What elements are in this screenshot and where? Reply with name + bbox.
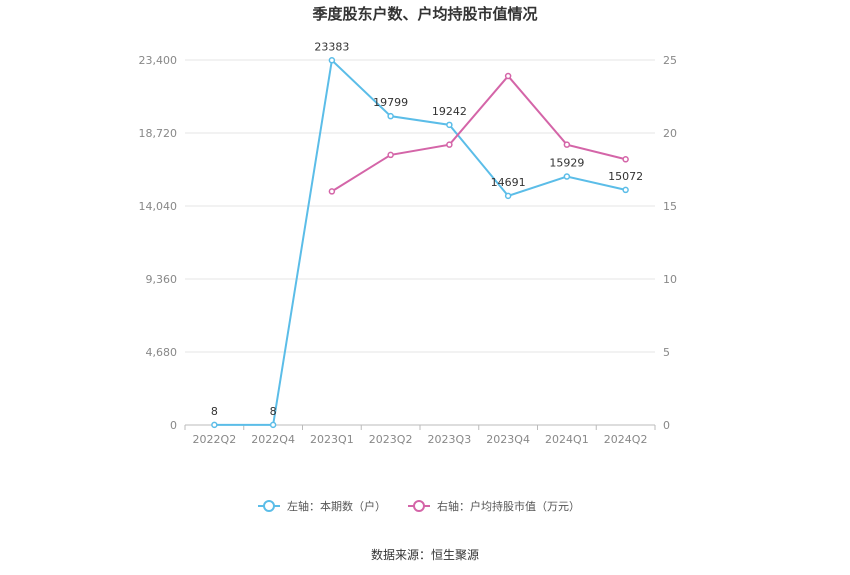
legend: 左轴：本期数（户） 右轴：户均持股市值（万元） <box>258 499 580 513</box>
legend-marker-left-series <box>263 500 275 512</box>
x-tick-label: 2024Q2 <box>604 433 648 446</box>
data-point-left[interactable] <box>563 173 571 180</box>
y-left-tick-label: 4,680 <box>146 346 178 359</box>
y-left-tick-label: 9,360 <box>146 273 178 286</box>
data-point-left[interactable] <box>622 186 629 194</box>
data-point-right[interactable] <box>504 72 512 80</box>
axes: 0 4,680 9,360 14,040 18,720 23,400 0 5 10 15 20 25 2… <box>139 54 678 446</box>
data-label: 8 <box>270 405 277 418</box>
grid-lines <box>185 59 655 353</box>
y-right-tick-label: 0 <box>663 419 670 432</box>
data-point-right[interactable] <box>563 141 571 148</box>
data-label: 19242 <box>432 105 467 118</box>
source-note: 数据来源：恒生聚源 <box>371 547 479 562</box>
data-point-right[interactable] <box>387 151 394 159</box>
data-point-right[interactable] <box>622 156 629 163</box>
data-label: 8 <box>211 405 218 418</box>
x-tick-label: 2023Q4 <box>486 433 530 446</box>
data-labels: 8 8 23383 19799 19242 14691 15929 15072 <box>211 40 643 418</box>
x-tick-label: 2023Q1 <box>310 433 354 446</box>
y-right-tick-label: 5 <box>663 346 670 359</box>
series-lines <box>211 57 629 429</box>
y-left-tick-label: 14,040 <box>139 200 178 213</box>
y-left-tick-label: 23,400 <box>139 54 178 67</box>
series-line-right <box>331 74 626 193</box>
x-tick-label: 2023Q2 <box>369 433 413 446</box>
y-left-tick-label: 18,720 <box>139 127 178 140</box>
data-point-left[interactable] <box>446 121 453 129</box>
data-point-left[interactable] <box>387 112 394 120</box>
data-point-left[interactable] <box>328 57 336 64</box>
data-label: 14691 <box>491 176 526 189</box>
x-tick-label: 2024Q1 <box>545 433 589 446</box>
legend-item-right-series[interactable]: 右轴：户均持股市值（万元） <box>408 499 580 513</box>
data-point-right[interactable] <box>446 141 453 148</box>
y-right-tick-label: 15 <box>663 200 677 213</box>
legend-label-left-series: 左轴：本期数（户） <box>287 499 386 513</box>
data-point-left[interactable] <box>504 192 512 200</box>
y-right-tick-label: 25 <box>663 54 677 67</box>
y-right-tick-label: 20 <box>663 127 677 140</box>
y-left-tick-label: 0 <box>170 419 177 432</box>
data-label: 19799 <box>373 96 408 109</box>
x-tick-label: 2022Q2 <box>193 433 237 446</box>
data-point-left[interactable] <box>269 421 277 429</box>
legend-marker-right-series <box>413 500 425 512</box>
chart-title: 季度股东户数、户均持股市值情况 <box>312 5 537 23</box>
data-point-right[interactable] <box>328 188 336 195</box>
data-label: 15072 <box>608 170 643 183</box>
data-label: 23383 <box>314 40 349 53</box>
series-line-left <box>214 58 626 426</box>
y-right-tick-label: 10 <box>663 273 677 286</box>
legend-label-right-series: 右轴：户均持股市值（万元） <box>437 499 580 513</box>
data-point-left[interactable] <box>211 421 218 429</box>
x-tick-label: 2023Q3 <box>428 433 472 446</box>
legend-item-left-series[interactable]: 左轴：本期数（户） <box>258 499 386 513</box>
data-label: 15929 <box>549 157 584 170</box>
x-tick-label: 2022Q4 <box>251 433 295 446</box>
